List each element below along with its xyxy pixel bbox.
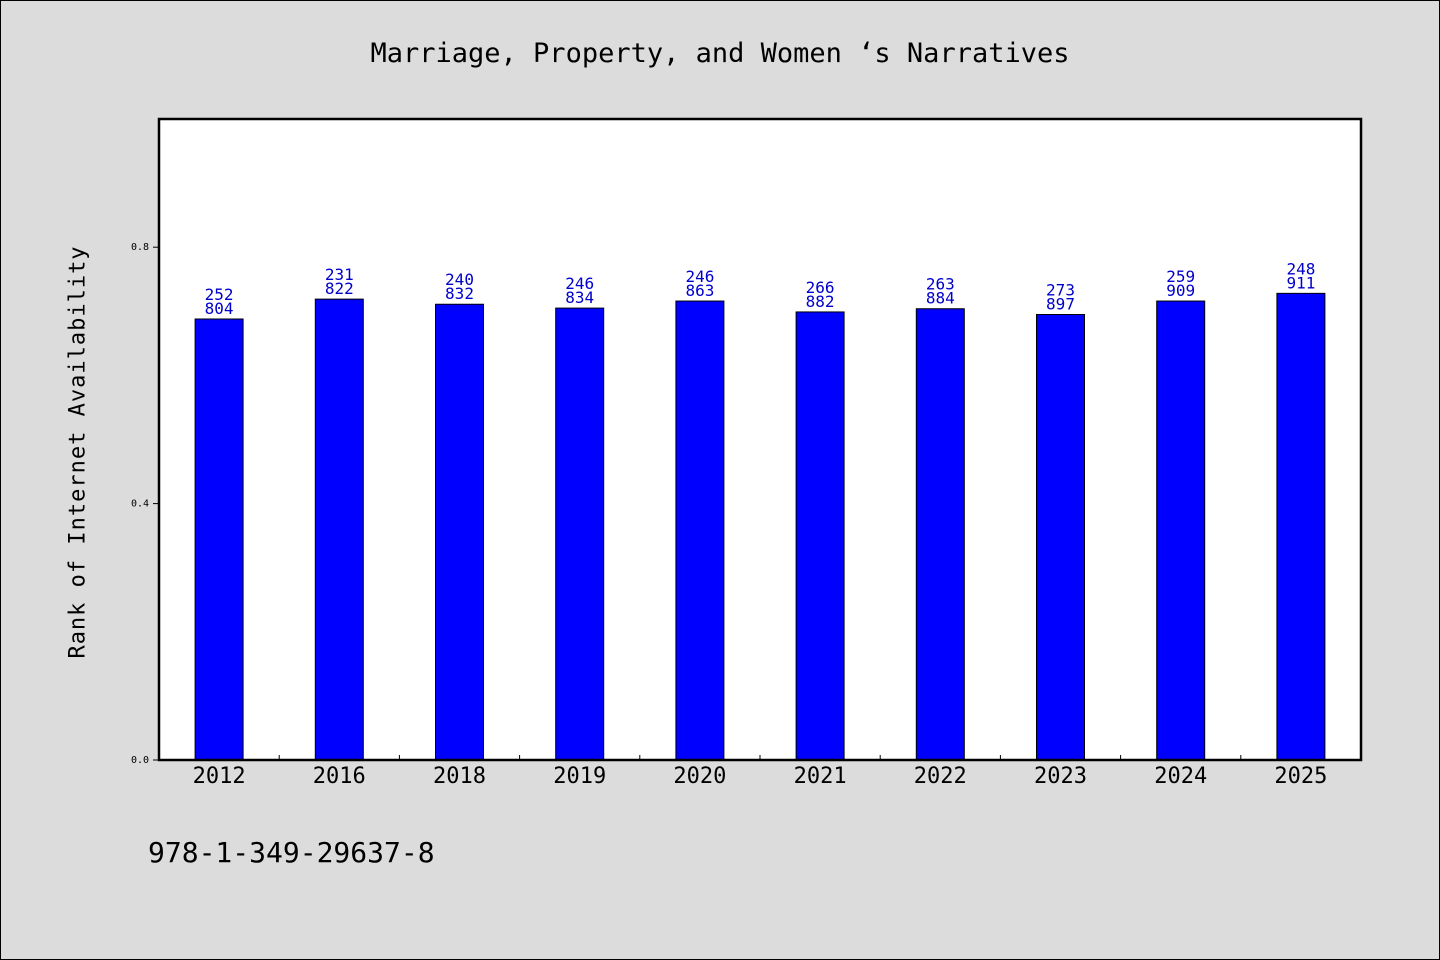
bar [915, 308, 965, 761]
isbn-text: 978-1-349-29637-8 [148, 836, 435, 869]
bar-value-label: 259 [1166, 267, 1195, 286]
bar-value-label: 822 [325, 279, 354, 298]
bar [194, 318, 244, 761]
bar-value-label: 834 [565, 288, 594, 307]
bar [555, 307, 605, 761]
x-tick-label: 2024 [1154, 764, 1207, 789]
bar [675, 300, 725, 761]
bar-value-label: 911 [1286, 273, 1315, 292]
bar-value-label: 897 [1046, 295, 1075, 314]
bar-value-label: 246 [565, 274, 594, 293]
bar-value-label: 246 [685, 267, 714, 286]
bar-value-label: 882 [806, 292, 835, 311]
bar-value-label: 231 [325, 265, 354, 284]
x-tick-label: 2012 [193, 764, 246, 789]
bar-value-label: 252 [205, 285, 234, 304]
y-tick-label: 0.4 [131, 499, 149, 510]
bar [1276, 292, 1326, 761]
bar-value-label: 884 [926, 289, 955, 308]
y-tick-label: 0.8 [131, 242, 149, 253]
chart-title: Marriage, Property, and Women ‘s Narrati… [370, 38, 1070, 69]
x-tick-label: 2025 [1274, 764, 1327, 789]
x-tick-label: 2020 [673, 764, 726, 789]
bar-value-label: 266 [806, 278, 835, 297]
bar-value-label: 909 [1166, 281, 1195, 300]
bar-value-label: 263 [926, 275, 955, 294]
bar-value-label: 863 [685, 281, 714, 300]
bar [1036, 314, 1085, 761]
plot-border [157, 117, 1363, 762]
x-tick-label: 2021 [794, 764, 847, 789]
x-tick-label: 2023 [1034, 764, 1087, 789]
bar [1156, 300, 1206, 761]
x-tick-label: 2016 [313, 764, 366, 789]
bar-value-label: 832 [445, 284, 474, 303]
y-tick-label: 0.0 [131, 755, 149, 766]
bar [435, 303, 484, 761]
bar [314, 298, 364, 761]
bar-value-label: 240 [445, 270, 474, 289]
x-tick-label: 2019 [553, 764, 606, 789]
bar-value-label: 804 [205, 299, 234, 318]
x-tick-label: 2022 [914, 764, 967, 789]
bar [795, 311, 845, 761]
bar-value-label: 248 [1286, 259, 1315, 278]
x-tick-label: 2018 [433, 764, 486, 789]
bar-value-label: 273 [1046, 281, 1075, 300]
